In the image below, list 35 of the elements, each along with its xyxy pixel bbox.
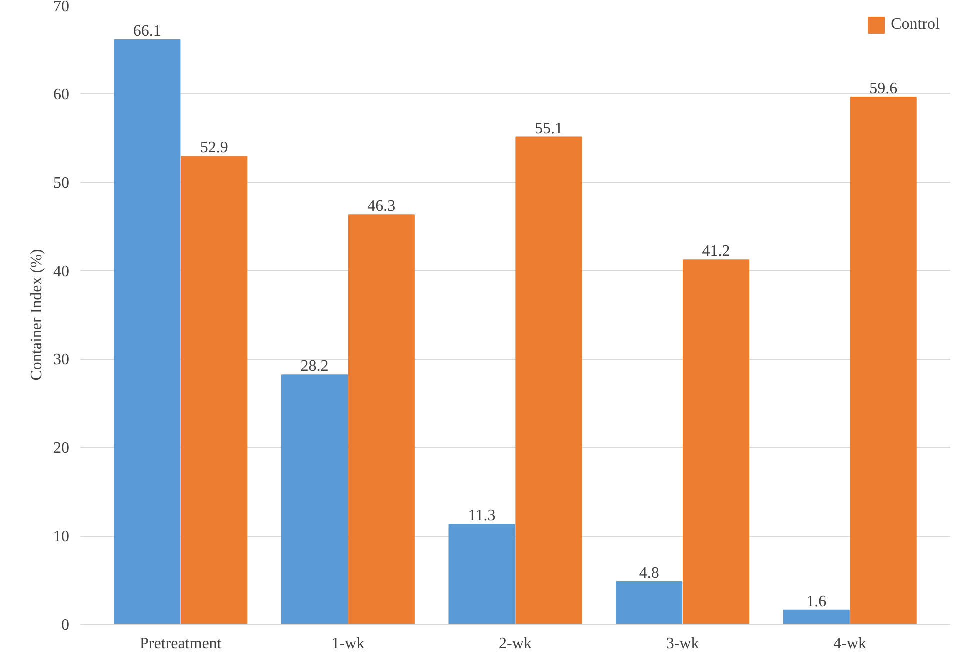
y-tick-label: 40: [54, 263, 70, 280]
bar: [448, 524, 516, 624]
x-tick-label: 4-wk: [834, 636, 867, 652]
bar: [114, 39, 181, 624]
data-label: 46.3: [368, 198, 396, 216]
bar: [682, 260, 750, 624]
data-label: 1.6: [806, 593, 827, 610]
bar: [181, 156, 248, 624]
y-tick-label: 50: [54, 174, 70, 192]
data-label: 41.2: [702, 243, 730, 260]
y-tick-label: 20: [54, 440, 70, 458]
x-tick-label: Pretreatment: [140, 636, 222, 652]
y-tick-label: 70: [54, 0, 70, 16]
bar: [348, 214, 415, 624]
y-axis-title: Container Index (%): [28, 249, 46, 381]
data-label: 55.1: [534, 120, 563, 138]
x-tick-label: 3-wk: [666, 636, 700, 652]
legend-label: Control: [891, 16, 940, 34]
bar: [516, 136, 582, 624]
bar: [281, 374, 348, 624]
y-tick-label: 0: [62, 617, 70, 634]
y-tick-label: 60: [54, 86, 70, 104]
bar: [783, 610, 850, 624]
data-label: 4.8: [639, 565, 660, 582]
bar: [616, 582, 683, 624]
data-label: 28.2: [300, 358, 329, 376]
y-tick-label: 30: [54, 352, 70, 369]
x-tick-label: 2-wk: [499, 636, 532, 652]
data-label: 52.9: [200, 140, 228, 157]
bar: [850, 96, 917, 624]
y-tick-label: 10: [54, 528, 70, 546]
data-label: 66.1: [133, 22, 162, 40]
x-tick-label: 1-wk: [332, 636, 365, 652]
data-label: 11.3: [468, 508, 496, 525]
data-label: 59.6: [870, 80, 898, 98]
